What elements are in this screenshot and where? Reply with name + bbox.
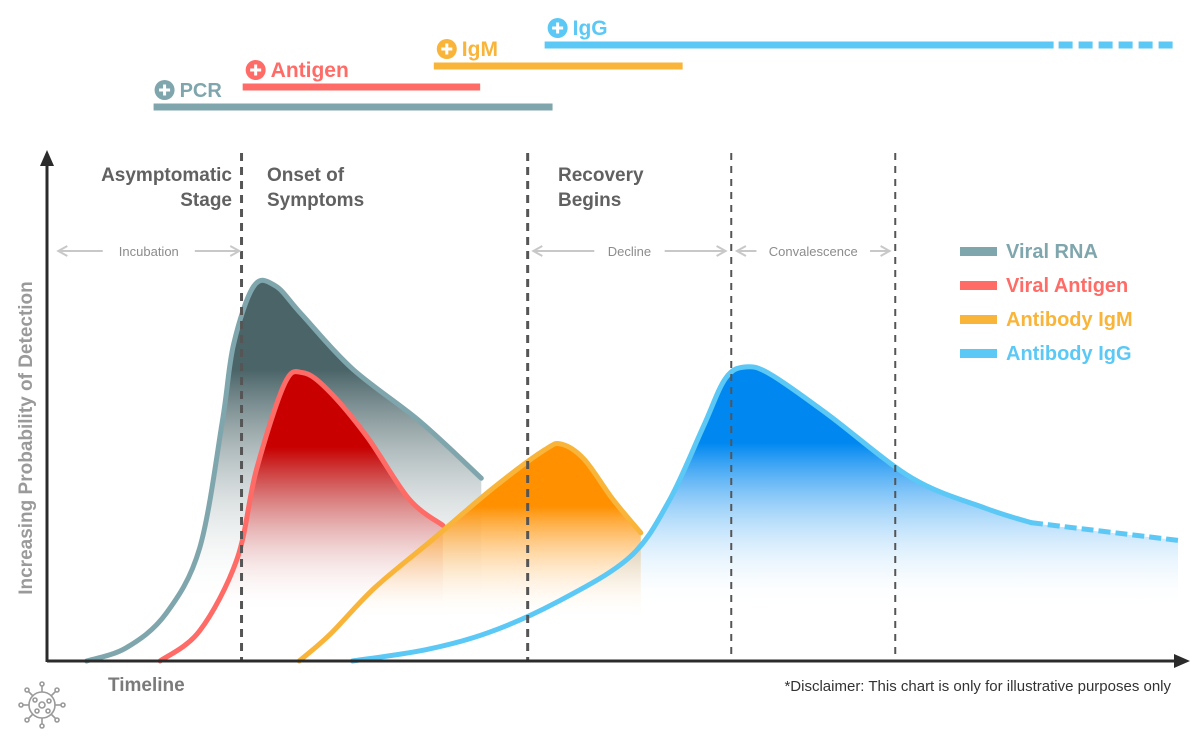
legend-label: Viral Antigen [1006,275,1128,297]
phase-label-convalescence: Convalescence [769,244,858,259]
series-line-igm [296,440,644,664]
phase-arrows: Incubation Decline Convalescence [56,244,892,259]
phase-label-incubation: Incubation [119,244,179,259]
legend-swatch [960,247,997,256]
stage-label-onset-line2: Symptoms [267,190,364,211]
legend-item-viral-antigen: Viral Antigen [960,275,1128,297]
series-line-viral-antigen [157,368,446,664]
legend-swatch [960,349,997,358]
legend-item-antibody-igg: Antibody IgG [960,343,1132,365]
detection-label-antigen: Antigen [271,59,349,82]
stage-label-recovery-line1: Recovery [558,165,644,186]
legend-label: Antibody IgM [1006,309,1133,331]
phase-arrow-decline: Decline [531,244,728,259]
x-axis-label: Timeline [108,675,185,696]
plus-circle-icon [436,39,457,59]
phase-label-decline: Decline [608,244,651,259]
legend-item-viral-rna: Viral RNA [960,241,1098,263]
detection-window-antigen: Antigen [242,59,481,91]
curves [84,277,1179,664]
virus-logo-icon [18,681,66,729]
plus-circle-icon [154,80,175,100]
series-line-igg [349,364,1034,664]
disclaimer-text: *Disclaimer: This chart is only for illu… [784,678,1171,695]
phase-arrow-convalescence: Convalescence [734,244,892,259]
legend: Viral RNA Viral Antigen Antibody IgM Antibo… [960,241,1133,365]
detection-windows: PCR Antigen IgM IgG [153,17,1178,111]
legend-label: Antibody IgG [1006,343,1132,365]
legend-swatch [960,281,997,290]
y-axis-label: Increasing Probability of Detection [16,281,37,595]
detection-label-pcr: PCR [180,80,223,102]
detection-window-igm: IgM [433,38,683,70]
stage-label-recovery-line2: Begins [558,190,621,211]
detection-window-pcr: PCR [153,80,553,111]
legend-label: Viral RNA [1006,241,1098,263]
series-area-igg [352,366,1178,661]
stage-label-onset-line1: Onset of [267,165,345,186]
legend-item-antibody-igm: Antibody IgM [960,309,1133,331]
plus-circle-icon [547,18,568,38]
plus-circle-icon [245,60,266,80]
axes: Increasing Probability of Detection Time… [16,150,1190,696]
stage-label-asymptomatic-line1: Asymptomatic [101,165,232,186]
phase-arrow-incubation: Incubation [56,244,242,259]
detection-label-igg: IgG [573,17,608,40]
stage-label-asymptomatic-line2: Stage [180,190,232,211]
y-axis-arrowhead [40,150,54,166]
detection-label-igm: IgM [462,38,498,61]
stage-dividers [240,153,897,660]
detection-window-igg: IgG [544,17,1178,49]
stage-labels: Asymptomatic Stage Onset of Symptoms Rec… [101,165,644,211]
series-line-tail-igg [1030,520,1179,543]
x-axis-arrowhead [1174,654,1190,668]
legend-swatch [960,315,997,324]
